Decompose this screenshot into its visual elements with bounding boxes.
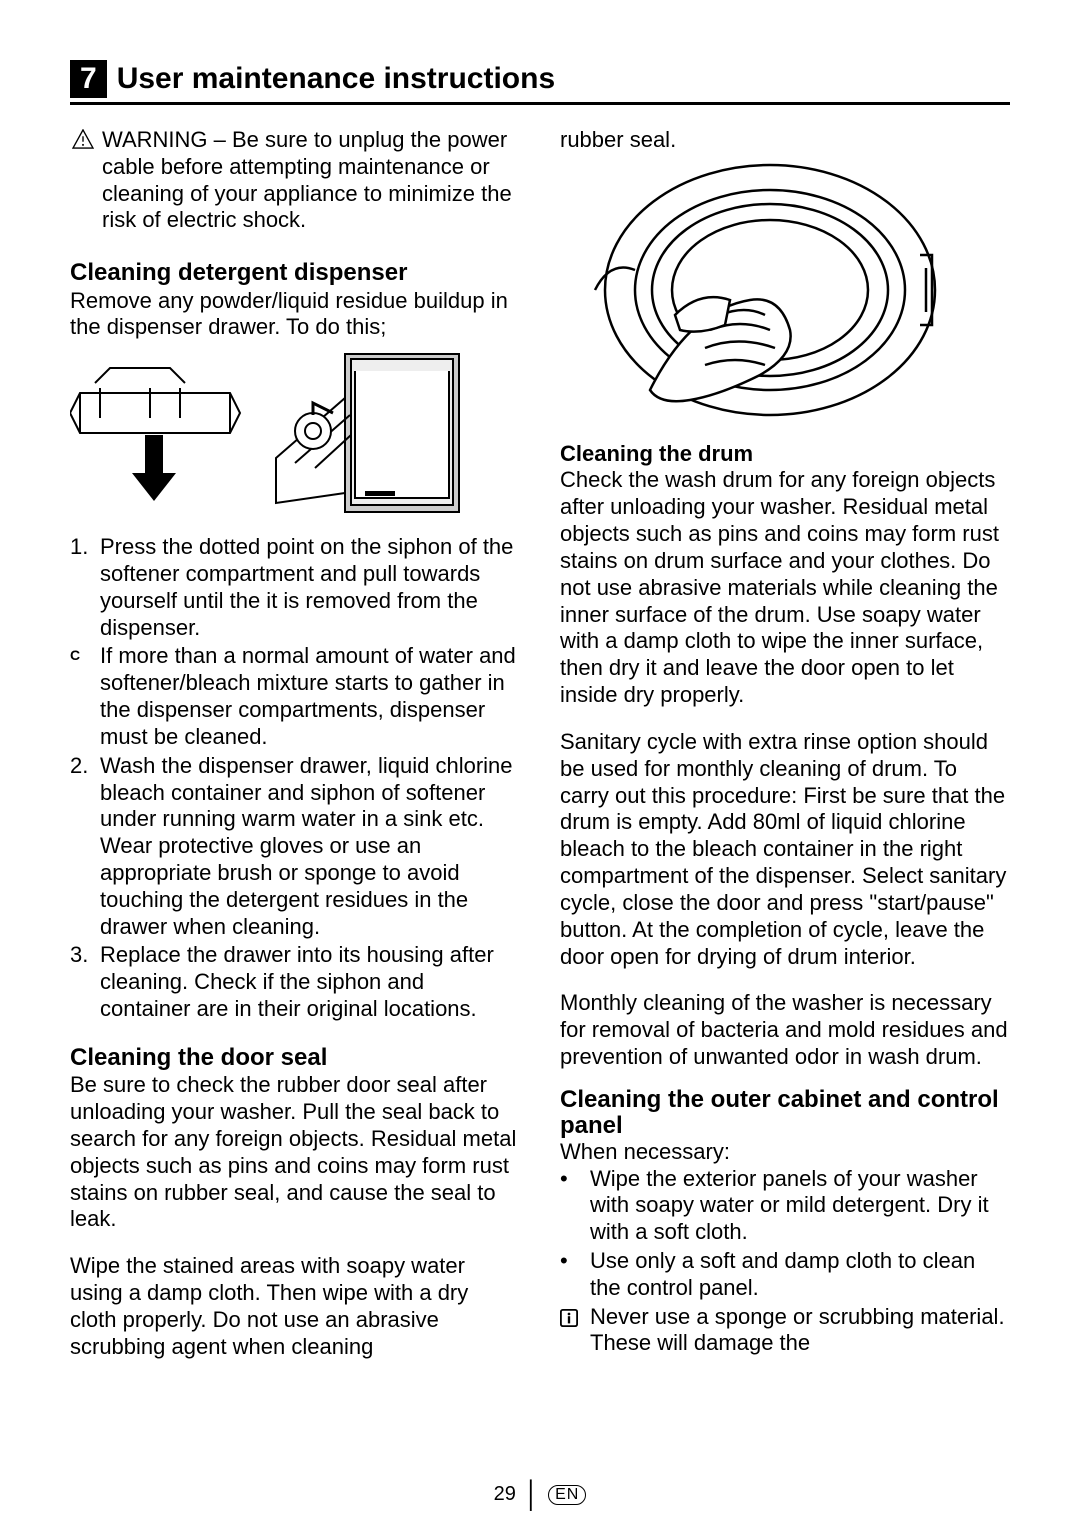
content-columns: WARNING – Be sure to unplug the power ca… bbox=[70, 127, 1010, 1361]
cabinet-intro: When necessary: bbox=[560, 1139, 1010, 1166]
rubber-seal-cont: rubber seal. bbox=[560, 127, 1010, 154]
section-header: 7 User maintenance instructions bbox=[70, 60, 1010, 105]
door-seal-figure bbox=[580, 160, 1010, 427]
heading-cabinet: Cleaning the outer cabinet and control p… bbox=[560, 1087, 1010, 1139]
step-c: CIf more than a normal amount of water a… bbox=[70, 643, 520, 750]
warning-block: WARNING – Be sure to unplug the power ca… bbox=[70, 127, 520, 234]
step-3: 3.Replace the drawer into its housing af… bbox=[70, 942, 520, 1022]
info-icon bbox=[560, 1304, 590, 1358]
cabinet-bullet-1: •Wipe the exterior panels of your washer… bbox=[560, 1166, 1010, 1246]
warning-text: WARNING – Be sure to unplug the power ca… bbox=[102, 127, 520, 234]
page-number: 29 bbox=[494, 1483, 516, 1506]
step-2: 2.Wash the dispenser drawer, liquid chlo… bbox=[70, 753, 520, 941]
door-seal-p2: Wipe the stained areas with soapy water … bbox=[70, 1253, 520, 1360]
step-1: 1.Press the dotted point on the siphon o… bbox=[70, 534, 520, 641]
dispenser-housing-figure bbox=[275, 353, 460, 520]
drum-p2: Sanitary cycle with extra rinse option s… bbox=[560, 729, 1010, 970]
dispenser-figures bbox=[70, 353, 520, 520]
drum-p1: Check the wash drum for any foreign obje… bbox=[560, 467, 1010, 708]
heading-dispenser: Cleaning detergent dispenser bbox=[70, 258, 520, 287]
language-badge: EN bbox=[548, 1485, 586, 1505]
door-seal-p1: Be sure to check the rubber door seal af… bbox=[70, 1072, 520, 1233]
drawer-removed-figure bbox=[70, 363, 245, 510]
heading-drum: Cleaning the drum bbox=[560, 441, 1010, 468]
section-title: User maintenance instructions bbox=[117, 62, 555, 96]
section-number: 7 bbox=[70, 60, 107, 98]
cabinet-bullet-2: •Use only a soft and damp cloth to clean… bbox=[560, 1248, 1010, 1302]
right-column: rubber seal. bbox=[560, 127, 1010, 1361]
dispenser-steps: 1.Press the dotted point on the siphon o… bbox=[70, 534, 520, 1023]
heading-door-seal: Cleaning the door seal bbox=[70, 1043, 520, 1072]
page-footer: 29 │ EN bbox=[0, 1483, 1080, 1506]
warning-icon bbox=[72, 129, 96, 156]
dispenser-intro: Remove any powder/liquid residue buildup… bbox=[70, 288, 520, 342]
left-column: WARNING – Be sure to unplug the power ca… bbox=[70, 127, 520, 1361]
drum-p3: Monthly cleaning of the washer is necess… bbox=[560, 990, 1010, 1070]
cabinet-bullet-3: Never use a sponge or scrubbing material… bbox=[560, 1304, 1010, 1358]
cabinet-bullets: •Wipe the exterior panels of your washer… bbox=[560, 1166, 1010, 1358]
